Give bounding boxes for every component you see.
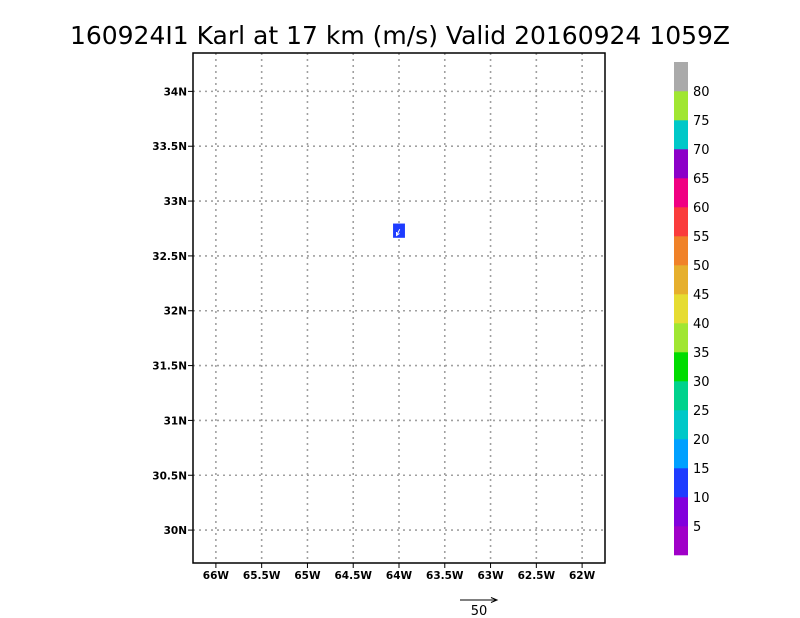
- colorbar-label: 20: [693, 433, 710, 448]
- colorbar: 5 10 15 20 25 30 35 40 45 50 55 60 65 70 75 80: [674, 62, 710, 556]
- colorbar-label: 75: [693, 114, 710, 129]
- colorbar-label: 15: [693, 462, 710, 477]
- wind-vector-head: [395, 231, 400, 237]
- colorbar-swatch: [674, 352, 688, 382]
- colorbar-swatch: [674, 207, 688, 237]
- x-tick-label: 62W: [569, 570, 596, 582]
- reference-vector-label: 50: [471, 604, 488, 618]
- y-axis-ticks: 30N 30.5N 31N 31.5N 32N 32.5N 33N 33.5N 34N: [152, 86, 193, 537]
- y-tick-label: 30N: [164, 525, 187, 537]
- x-tick-label: 65W: [294, 570, 321, 582]
- x-tick-label: 65.5W: [243, 570, 281, 582]
- x-tick-label: 64W: [386, 570, 413, 582]
- colorbar-swatch: [674, 323, 688, 353]
- y-tick-label: 32.5N: [152, 251, 187, 263]
- colorbar-swatch: [674, 497, 688, 527]
- colorbar-label: 30: [693, 375, 710, 390]
- colorbar-swatch: [674, 236, 688, 266]
- colorbar-label: 45: [693, 288, 710, 303]
- colorbar-label: 65: [693, 172, 710, 187]
- colorbar-swatch: [674, 62, 688, 92]
- colorbar-label: 10: [693, 491, 710, 506]
- reference-vector-arrowhead: [490, 597, 499, 603]
- wind-vector: [396, 229, 401, 236]
- chart-title: 160924I1 Karl at 17 km (m/s) Valid 20160…: [70, 21, 730, 50]
- x-tick-label: 62.5W: [518, 570, 556, 582]
- y-tick-label: 30.5N: [152, 470, 187, 482]
- y-tick-label: 32N: [164, 306, 187, 318]
- grid-lines: [193, 53, 605, 563]
- colorbar-swatch: [674, 294, 688, 324]
- colorbar-label: 50: [693, 259, 710, 274]
- colorbar-swatch: [674, 381, 688, 411]
- reference-vector: 50: [460, 597, 499, 618]
- colorbar-label: 80: [693, 85, 710, 100]
- colorbar-swatch: [674, 468, 688, 498]
- x-tick-label: 63.5W: [426, 570, 464, 582]
- colorbar-swatch: [674, 149, 688, 179]
- colorbar-label: 25: [693, 404, 710, 419]
- x-tick-label: 63W: [477, 570, 504, 582]
- colorbar-swatch: [674, 265, 688, 295]
- colorbar-label: 5: [693, 520, 701, 535]
- y-tick-label: 33N: [164, 196, 187, 208]
- y-tick-label: 31.5N: [152, 361, 187, 373]
- colorbar-swatch: [674, 120, 688, 150]
- colorbar-swatch: [674, 91, 688, 121]
- colorbar-label: 70: [693, 143, 710, 158]
- x-tick-label: 66W: [203, 570, 230, 582]
- colorbar-swatch: [674, 439, 688, 469]
- colorbar-label: 35: [693, 346, 710, 361]
- colorbar-label: 40: [693, 317, 710, 332]
- colorbar-label: 55: [693, 230, 710, 245]
- x-axis-ticks: 66W 65.5W 65W 64.5W 64W 63.5W 63W 62.5W 62W: [203, 563, 596, 582]
- colorbar-swatch: [674, 526, 688, 556]
- x-tick-label: 64.5W: [334, 570, 372, 582]
- colorbar-swatch: [674, 178, 688, 208]
- colorbar-swatch: [674, 410, 688, 440]
- y-tick-label: 34N: [164, 86, 187, 98]
- colorbar-label: 60: [693, 201, 710, 216]
- y-tick-label: 31N: [164, 415, 187, 427]
- data-cells: [393, 223, 405, 238]
- y-tick-label: 33.5N: [152, 141, 187, 153]
